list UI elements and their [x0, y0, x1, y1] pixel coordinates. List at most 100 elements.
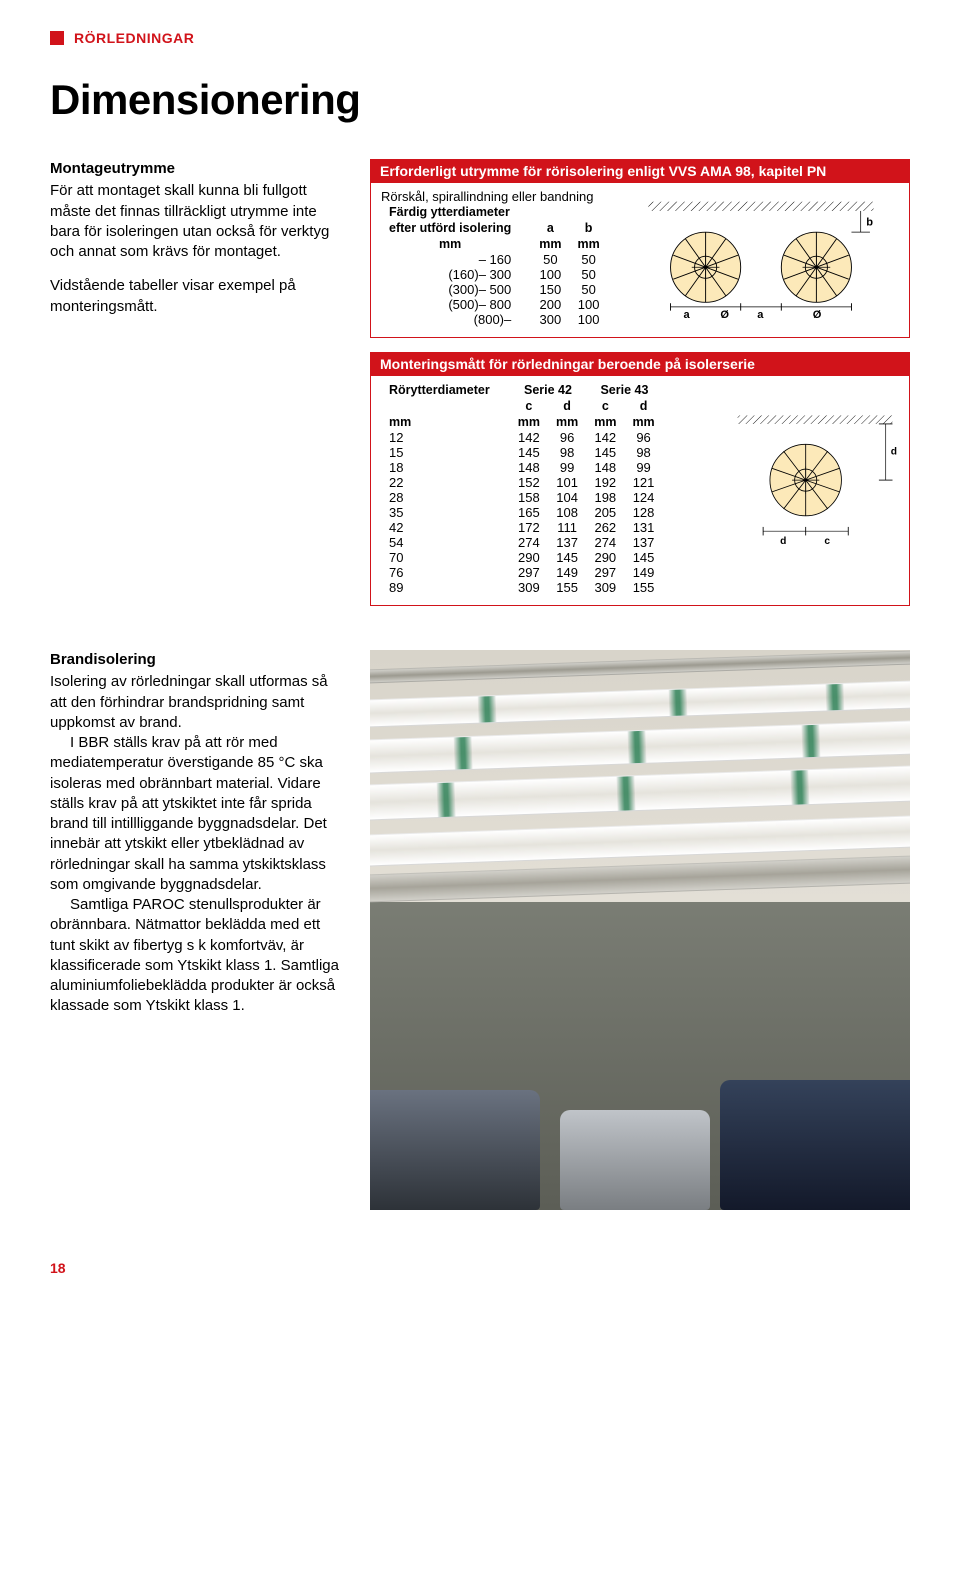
cell-d42: 101	[548, 475, 586, 490]
table-row: 76 297 149 297 149	[381, 565, 663, 580]
chapter-header: RÖRLEDNINGAR	[50, 30, 910, 46]
unit: mm	[531, 236, 569, 252]
cell-dia: 28	[381, 490, 510, 505]
table1: Rörskål, spirallindning eller bandning F…	[370, 183, 910, 338]
unit: mm	[624, 414, 662, 430]
cell-dia: 89	[381, 580, 510, 595]
cell-a: 200	[531, 297, 569, 312]
photo-car	[560, 1110, 710, 1210]
page-number: 18	[50, 1260, 910, 1276]
section-brandisolering: Brandisolering Isolering av rörledningar…	[50, 650, 910, 1210]
label-a: a	[757, 309, 764, 318]
cell-c42: 148	[510, 460, 548, 475]
col-d: d	[548, 398, 586, 414]
insulation-diagram-2: d d c	[678, 412, 899, 565]
label-d: Ø	[813, 309, 822, 318]
cell-d43: 149	[624, 565, 662, 580]
table-row: 22 152 101 192 121	[381, 475, 663, 490]
table1-diagram: b a Ø a Ø	[623, 189, 899, 327]
table1-col-b: b	[569, 220, 607, 236]
col-d: d	[624, 398, 662, 414]
label-d: d	[780, 536, 786, 547]
table1-header-row1: Färdig ytterdiameter	[381, 204, 608, 220]
table1-grid: Färdig ytterdiameter efter utförd isoler…	[381, 204, 608, 327]
cell-c42: 297	[510, 565, 548, 580]
cell-d43: 145	[624, 550, 662, 565]
cell-dia: 15	[381, 445, 510, 460]
photo-pipe	[370, 720, 910, 774]
th-spacer	[569, 204, 607, 220]
photo-pipes-garage	[370, 650, 910, 1210]
cell-dia: 12	[381, 430, 510, 445]
cell-d43: 128	[624, 505, 662, 520]
cell-c43: 297	[586, 565, 624, 580]
cell-d42: 149	[548, 565, 586, 580]
table-row: (300)– 500 150 50	[381, 282, 608, 297]
table-row: 54 274 137 274 137	[381, 535, 663, 550]
table2-serie42: Serie 42	[510, 382, 586, 398]
cell-dia: 18	[381, 460, 510, 475]
col-c: c	[586, 398, 624, 414]
table1-col1-h1: Färdig ytterdiameter	[381, 204, 531, 220]
cell-d43: 137	[624, 535, 662, 550]
cell-range: – 160	[381, 252, 531, 267]
table-row: (500)– 800 200 100	[381, 297, 608, 312]
cell-d42: 108	[548, 505, 586, 520]
col-c: c	[510, 398, 548, 414]
cell-a: 300	[531, 312, 569, 327]
cell-range: (800)–	[381, 312, 531, 327]
cell-d42: 155	[548, 580, 586, 595]
cell-b: 50	[569, 282, 607, 297]
label-d: Ø	[720, 309, 729, 318]
table2-unit-row: mm mm mm mm mm	[381, 414, 663, 430]
unit: mm	[548, 414, 586, 430]
table2-col1: Rörytter­diameter	[381, 382, 510, 414]
cell-b: 50	[569, 267, 607, 282]
tables-column: Erforderligt utrymme för rörisolering en…	[370, 159, 910, 620]
label-a: a	[683, 309, 690, 318]
cell-c42: 290	[510, 550, 548, 565]
table-row: 89 309 155 309 155	[381, 580, 663, 595]
unit: mm	[586, 414, 624, 430]
table1-unit-row: mm mm mm	[381, 236, 608, 252]
intro-column: Montageutrymme För att montaget skall ku…	[50, 159, 340, 620]
cell-a: 50	[531, 252, 569, 267]
cell-c42: 309	[510, 580, 548, 595]
cell-b: 100	[569, 297, 607, 312]
photo-car	[370, 1090, 540, 1210]
cell-range: (300)– 500	[381, 282, 531, 297]
table1-col-a: a	[531, 220, 569, 236]
cell-dia: 70	[381, 550, 510, 565]
table-row: 35 165 108 205 128	[381, 505, 663, 520]
unit: mm	[381, 236, 531, 252]
table-row: 28 158 104 198 124	[381, 490, 663, 505]
table2: Rörytter­diameter Serie 42 Serie 43 c d …	[370, 376, 910, 606]
cell-c42: 145	[510, 445, 548, 460]
cell-c42: 142	[510, 430, 548, 445]
cell-d43: 121	[624, 475, 662, 490]
table-row: 15 145 98 145 98	[381, 445, 663, 460]
cell-dia: 22	[381, 475, 510, 490]
cell-range: (160)– 300	[381, 267, 531, 282]
page-title: Dimensionering	[50, 76, 910, 124]
table1-col1-h2: efter utförd isolering	[381, 220, 531, 236]
cell-d43: 155	[624, 580, 662, 595]
cell-d42: 99	[548, 460, 586, 475]
table-row: – 160 50 50	[381, 252, 608, 267]
cell-d42: 137	[548, 535, 586, 550]
pipe-section-left	[670, 232, 740, 302]
cell-c43: 145	[586, 445, 624, 460]
table-row: (800)– 300 100	[381, 312, 608, 327]
intro-p2: Vidstående tabeller visar exempel på mon…	[50, 276, 340, 317]
cell-c42: 274	[510, 535, 548, 550]
cell-b: 50	[569, 252, 607, 267]
intro-p1: För att montaget skall kunna bli full­go…	[50, 181, 340, 262]
table2-grid: Rörytter­diameter Serie 42 Serie 43 c d …	[381, 382, 663, 595]
cell-range: (500)– 800	[381, 297, 531, 312]
table2-header-row1: Rörytter­diameter Serie 42 Serie 43	[381, 382, 663, 398]
cell-d43: 99	[624, 460, 662, 475]
cell-c43: 142	[586, 430, 624, 445]
cell-a: 150	[531, 282, 569, 297]
cell-d42: 111	[548, 520, 586, 535]
intro-heading: Montageutrymme	[50, 159, 340, 179]
